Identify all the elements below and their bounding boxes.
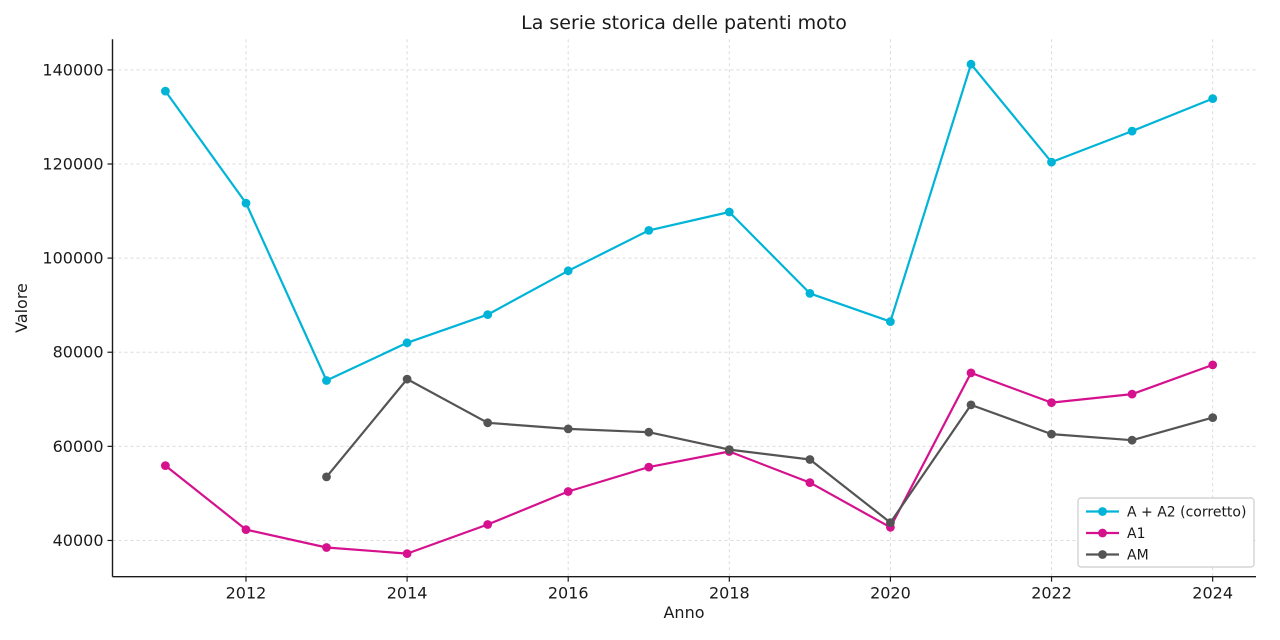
data-point-marker xyxy=(1208,360,1218,370)
data-point-marker xyxy=(805,289,815,298)
data-point-marker xyxy=(1047,429,1056,439)
data-series xyxy=(161,59,1218,558)
y-tick-label: 40000 xyxy=(53,531,104,550)
series-line-a-a2-corretto- xyxy=(164,63,1214,382)
data-point-marker xyxy=(644,226,654,235)
x-tick-label: 2012 xyxy=(226,584,267,603)
series-line-am xyxy=(325,378,1214,524)
legend-label: AM xyxy=(1127,548,1149,564)
data-point-marker xyxy=(886,518,895,527)
data-point-marker xyxy=(483,418,493,428)
x-axis-label: Anno xyxy=(663,603,704,622)
y-axis-label: Valore xyxy=(12,283,31,333)
legend-marker-swatch xyxy=(1098,528,1107,538)
data-point-marker xyxy=(1127,435,1137,445)
data-point-marker xyxy=(1047,398,1056,407)
data-point-marker xyxy=(1208,94,1218,103)
data-point-marker xyxy=(241,525,251,534)
gridlines xyxy=(112,39,1256,577)
data-point-marker xyxy=(805,478,815,487)
x-tick-label: 2018 xyxy=(709,584,750,603)
data-point-marker xyxy=(966,400,976,410)
chart-title: La serie storica delle patenti moto xyxy=(521,12,847,34)
legend-item: AM xyxy=(1086,548,1149,564)
data-point-marker xyxy=(483,520,493,529)
data-point-marker xyxy=(1047,157,1056,167)
data-point-marker xyxy=(724,445,734,454)
legend-label: A + A2 (corretto) xyxy=(1127,505,1246,521)
data-point-marker xyxy=(1127,389,1137,399)
x-tick-label: 2014 xyxy=(387,584,428,603)
data-point-marker xyxy=(483,310,493,319)
legend-label: A1 xyxy=(1127,526,1145,542)
data-point-marker xyxy=(563,424,573,434)
y-tick-label: 140000 xyxy=(42,60,103,79)
data-point-marker xyxy=(402,374,412,384)
data-point-marker xyxy=(724,207,734,217)
data-point-marker xyxy=(322,376,331,385)
data-point-marker xyxy=(402,549,412,558)
data-point-marker xyxy=(966,59,976,69)
data-point-marker xyxy=(1127,126,1137,136)
legend-item: A1 xyxy=(1086,526,1145,542)
axes: 40000 60000 80000 100000 120000 140000 2012 201… xyxy=(42,39,1256,603)
data-point-marker xyxy=(161,461,170,470)
data-point-marker xyxy=(402,338,412,348)
data-point-marker xyxy=(322,543,331,552)
data-point-marker xyxy=(161,86,170,96)
data-point-marker xyxy=(563,266,573,276)
y-tick-label: 80000 xyxy=(53,343,104,362)
series-line-a1 xyxy=(164,363,1214,555)
data-point-marker xyxy=(241,198,251,208)
legend-item: A + A2 (corretto) xyxy=(1086,505,1246,521)
y-tick-label: 60000 xyxy=(53,437,104,456)
x-tick-label: 2022 xyxy=(1031,584,1072,603)
y-tick-label: 100000 xyxy=(42,249,103,268)
data-point-marker xyxy=(805,455,815,464)
x-tick-label: 2020 xyxy=(870,584,911,603)
x-tick-label: 2024 xyxy=(1192,584,1233,603)
data-point-marker xyxy=(886,317,895,326)
legend-box xyxy=(1077,497,1255,568)
x-tick-label: 2016 xyxy=(548,584,589,603)
data-point-marker xyxy=(1208,413,1218,422)
legend-marker-swatch xyxy=(1098,550,1107,559)
legend: A + A2 (corretto) A1 AM xyxy=(1077,497,1255,568)
data-point-marker xyxy=(644,462,654,472)
data-point-marker xyxy=(322,472,331,482)
data-point-marker xyxy=(644,427,654,437)
y-tick-label: 120000 xyxy=(42,155,103,174)
data-point-marker xyxy=(563,487,573,496)
legend-marker-swatch xyxy=(1098,507,1107,516)
data-point-marker xyxy=(966,368,976,378)
